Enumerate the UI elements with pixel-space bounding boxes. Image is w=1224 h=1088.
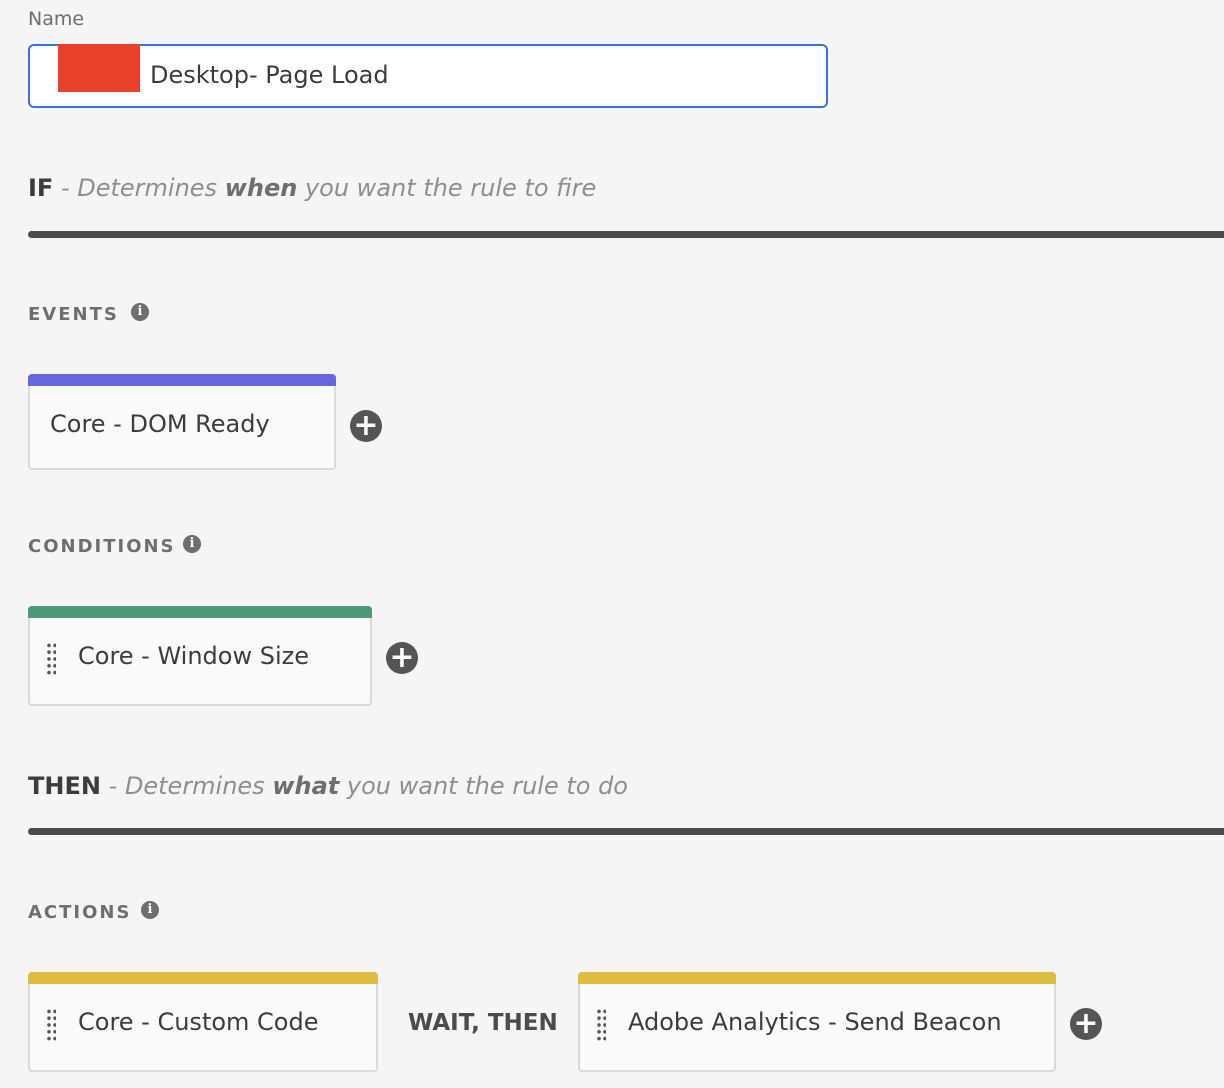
then-divider [28, 828, 1224, 835]
if-header: IF - Determines when you want the rule t… [28, 174, 596, 202]
name-input-value: Desktop- Page Load [150, 61, 389, 89]
if-suffix: you want the rule to fire [297, 174, 597, 202]
event-card[interactable]: Core - DOM Ready [28, 374, 336, 470]
conditions-title: CONDITIONS [28, 536, 176, 557]
then-suffix: you want the rule to do [339, 772, 628, 800]
event-label: Core - DOM Ready [50, 410, 270, 438]
add-action-icon[interactable]: + [1070, 1008, 1102, 1040]
events-title: EVENTS [28, 304, 119, 325]
action-label: Core - Custom Code [78, 1008, 319, 1036]
if-prefix: - Determines [53, 174, 225, 202]
name-label: Name [28, 8, 85, 30]
if-keyword: IF [28, 174, 54, 202]
condition-label: Core - Window Size [78, 642, 309, 670]
drag-handle-icon[interactable] [46, 642, 56, 676]
event-color-bar [28, 374, 336, 386]
info-icon[interactable]: i [141, 901, 159, 919]
then-header: THEN - Determines what you want the rule… [28, 772, 628, 800]
actions-title: ACTIONS [28, 902, 132, 923]
redaction-mark [58, 44, 140, 92]
info-icon[interactable]: i [183, 535, 201, 553]
condition-card[interactable]: Core - Window Size [28, 606, 372, 706]
name-input[interactable]: Desktop- Page Load [28, 44, 828, 108]
action-card[interactable]: Core - Custom Code [28, 972, 378, 1072]
action-label: Adobe Analytics - Send Beacon [628, 1008, 1002, 1036]
then-prefix: - Determines [100, 772, 273, 800]
if-emphasis: when [224, 174, 298, 202]
action-color-bar [578, 972, 1056, 984]
then-emphasis: what [272, 772, 340, 800]
if-divider [28, 231, 1224, 238]
action-color-bar [28, 972, 378, 984]
action-card[interactable]: Adobe Analytics - Send Beacon [578, 972, 1056, 1072]
condition-color-bar [28, 606, 372, 618]
then-keyword: THEN [28, 772, 101, 800]
wait-then-label: WAIT, THEN [408, 1010, 558, 1036]
add-condition-icon[interactable]: + [386, 642, 418, 674]
add-event-icon[interactable]: + [350, 410, 382, 442]
drag-handle-icon[interactable] [596, 1008, 606, 1042]
drag-handle-icon[interactable] [46, 1008, 56, 1042]
info-icon[interactable]: i [131, 303, 149, 321]
